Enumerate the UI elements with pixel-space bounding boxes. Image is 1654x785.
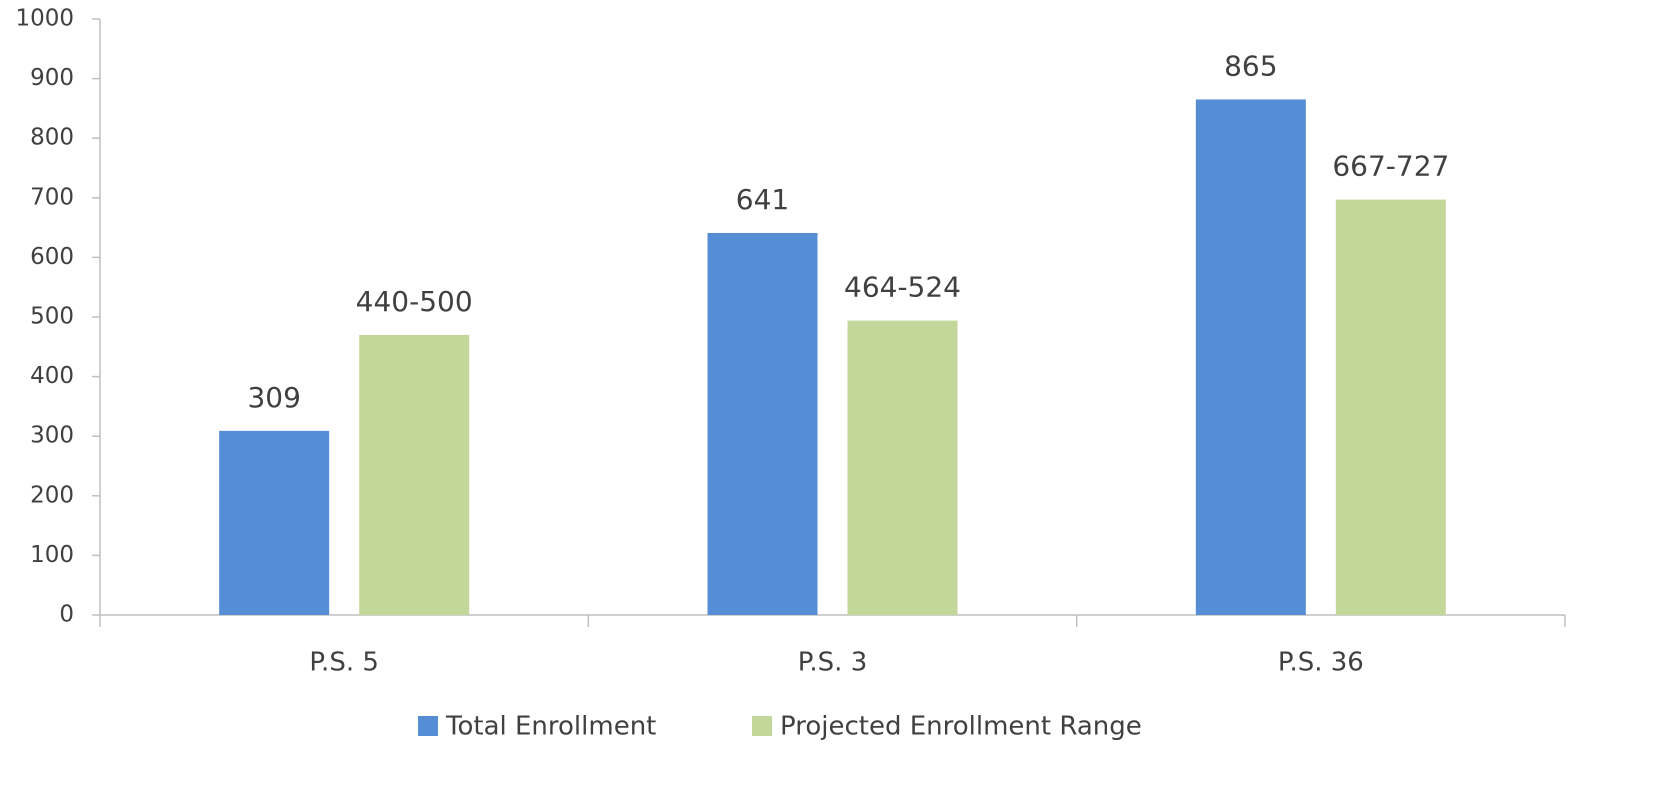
data-label: 641 xyxy=(736,183,789,216)
legend-label: Total Enrollment xyxy=(445,712,656,742)
bar xyxy=(847,320,958,615)
legend-swatch xyxy=(418,716,438,736)
y-tick-label: 800 xyxy=(30,125,74,151)
y-tick-label: 700 xyxy=(30,184,74,210)
data-label: 667-727 xyxy=(1332,150,1449,183)
y-tick-label: 600 xyxy=(30,244,74,270)
x-tick-label: P.S. 36 xyxy=(1278,648,1364,678)
y-tick-label: 400 xyxy=(30,363,74,389)
bar xyxy=(1195,99,1306,615)
legend-swatch xyxy=(752,716,772,736)
x-tick-label: P.S. 3 xyxy=(798,648,867,678)
y-tick-label: 200 xyxy=(30,482,74,508)
y-tick-label: 300 xyxy=(30,423,74,449)
data-label: 309 xyxy=(247,381,300,414)
data-label: 440-500 xyxy=(356,285,473,318)
bar xyxy=(359,334,470,615)
y-tick-label: 900 xyxy=(30,65,74,91)
y-tick-label: 1000 xyxy=(15,6,74,32)
x-tick-label: P.S. 5 xyxy=(309,648,378,678)
data-label: 464-524 xyxy=(844,271,961,304)
bar xyxy=(219,430,330,615)
y-tick-label: 500 xyxy=(30,304,74,330)
bar xyxy=(1335,199,1446,615)
bar xyxy=(707,232,818,616)
legend-label: Projected Enrollment Range xyxy=(780,712,1142,742)
y-tick-label: 100 xyxy=(30,542,74,568)
y-tick-label: 0 xyxy=(59,602,74,628)
data-label: 865 xyxy=(1224,49,1277,82)
